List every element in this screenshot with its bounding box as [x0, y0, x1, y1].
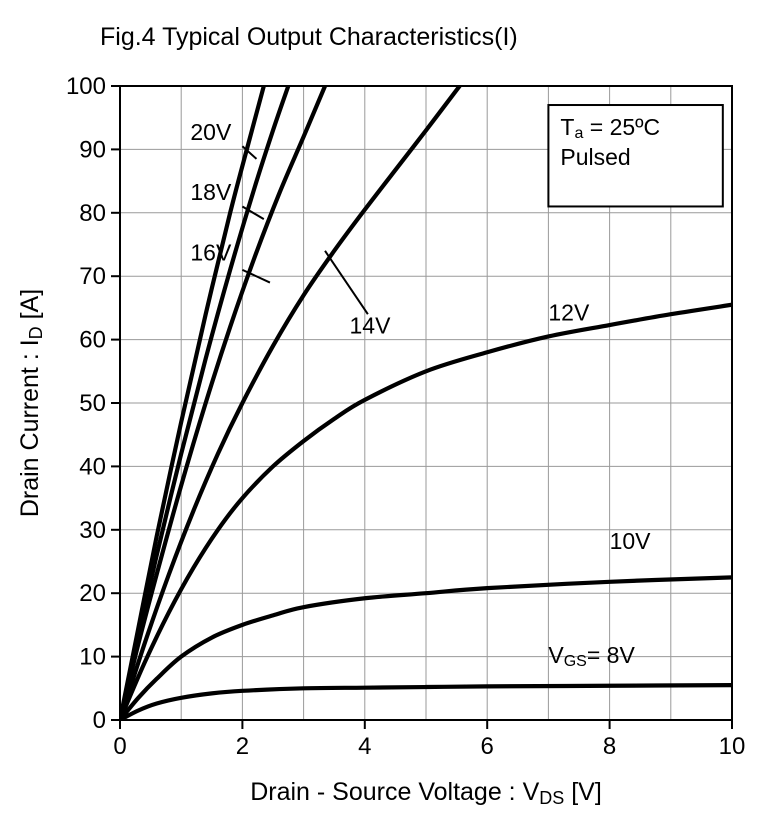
y-tick-label: 20 — [79, 580, 106, 607]
x-tick-label: 10 — [719, 733, 746, 760]
figure-title: Fig.4 Typical Output Characteristics(I) — [100, 23, 518, 51]
y-tick-label: 10 — [79, 644, 106, 671]
y-tick-label: 80 — [79, 200, 106, 227]
series-label-20V: 20V — [190, 119, 232, 145]
x-tick-label: 4 — [358, 733, 371, 760]
y-tick-label: 50 — [79, 390, 106, 417]
figure-container: 02468100102030405060708090100VGS= 8V10V1… — [0, 0, 775, 824]
y-tick-label: 60 — [79, 327, 106, 354]
output-characteristics-chart: 02468100102030405060708090100VGS= 8V10V1… — [0, 0, 775, 824]
y-tick-label: 0 — [93, 707, 106, 734]
series-label-8V: VGS= 8V — [548, 642, 635, 670]
y-tick-label: 40 — [79, 453, 106, 480]
series-label-16V: 16V — [190, 239, 232, 265]
series-label-14V: 14V — [350, 312, 392, 338]
y-tick-label: 90 — [79, 136, 106, 163]
x-tick-label: 2 — [236, 733, 249, 760]
x-tick-label: 0 — [113, 733, 126, 760]
series-label-12V: 12V — [548, 300, 590, 326]
y-tick-label: 100 — [66, 73, 106, 100]
condition-text: Pulsed — [560, 144, 630, 170]
y-axis-label: Drain Current : ID [A] — [16, 289, 46, 517]
y-tick-label: 30 — [79, 517, 106, 544]
series-label-18V: 18V — [190, 179, 232, 205]
x-tick-label: 8 — [603, 733, 616, 760]
y-tick-label: 70 — [79, 263, 106, 290]
x-tick-label: 6 — [481, 733, 494, 760]
series-label-10V: 10V — [610, 528, 652, 554]
